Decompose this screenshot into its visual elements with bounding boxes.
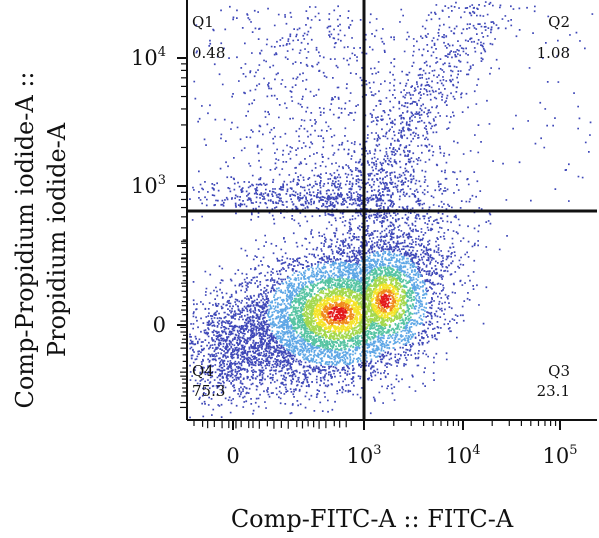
y-tick-label-0: 0 bbox=[153, 313, 166, 337]
q4-value: 75.3 bbox=[192, 382, 225, 400]
x-tick-label-3: 105 bbox=[542, 443, 577, 468]
q1-label: Q1 bbox=[192, 13, 214, 31]
minor-ticks bbox=[177, 57, 561, 430]
x-tick-label-1: 103 bbox=[346, 443, 381, 468]
x-axis-title: Comp-FITC-A :: FITC-A bbox=[231, 505, 514, 533]
x-tick-label-2: 104 bbox=[445, 443, 480, 468]
event-dots-density-level-4 bbox=[312, 283, 401, 333]
event-dots-density-level-5 bbox=[320, 289, 397, 326]
event-dots-density-level-0 bbox=[189, 1, 594, 419]
y-tick-label-2: 104 bbox=[131, 45, 166, 70]
y-axis-title-line-1: Comp-Propidium iodide-A :: bbox=[11, 71, 39, 408]
y-tick-label-1: 103 bbox=[131, 173, 166, 198]
q2-value: 1.08 bbox=[537, 44, 570, 62]
q3-value: 23.1 bbox=[537, 382, 570, 400]
q1-value: 0.48 bbox=[192, 44, 225, 62]
event-dots-density-level-3 bbox=[302, 275, 407, 341]
q3-label: Q3 bbox=[548, 362, 570, 380]
event-dots-density-level-6 bbox=[327, 293, 392, 322]
y-axis-title-line-2: Propidium iodide-A bbox=[43, 122, 71, 357]
x-tick-label-0: 0 bbox=[226, 444, 239, 468]
q2-label: Q2 bbox=[548, 13, 570, 31]
event-dots-density-level-2 bbox=[289, 266, 415, 351]
q4-label: Q4 bbox=[192, 362, 214, 380]
event-dots bbox=[189, 1, 594, 419]
